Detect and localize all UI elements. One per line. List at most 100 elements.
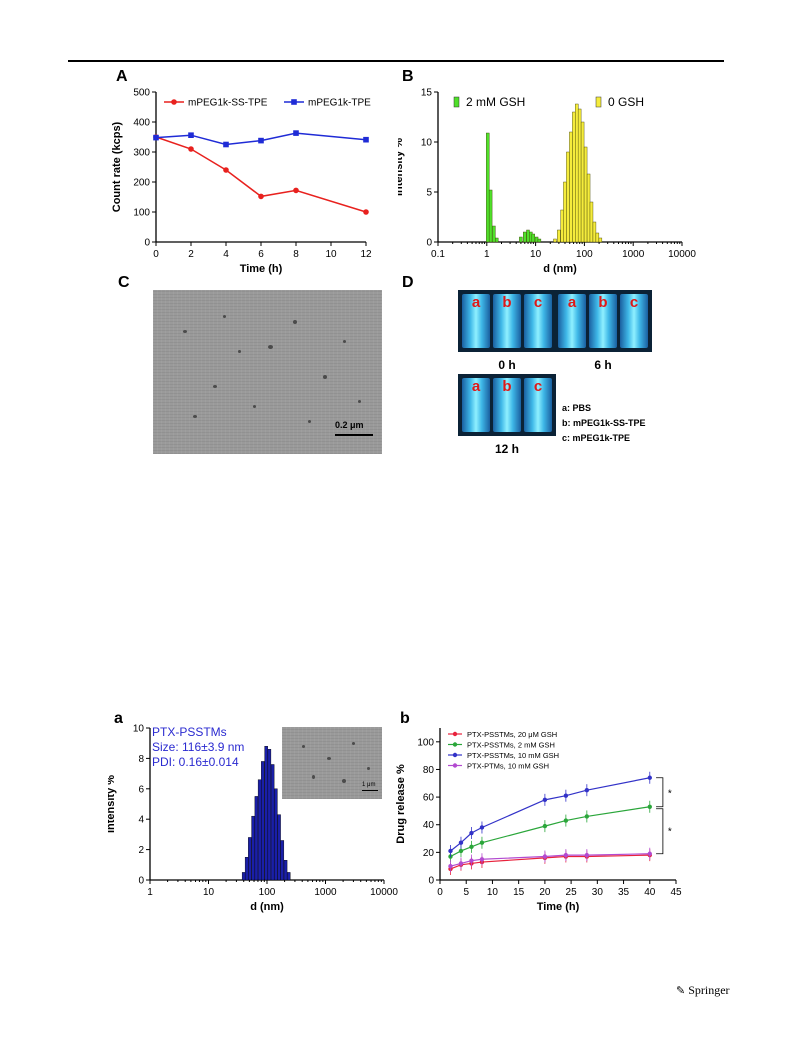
histogram-bar (575, 103, 579, 243)
histogram-bar (592, 221, 597, 243)
histogram-bar (251, 815, 255, 881)
y-axis-label: Count rate (kcps) (111, 121, 123, 212)
data-point (188, 132, 194, 138)
inset-text-2: Size: 116±3.9 nm (152, 740, 245, 754)
histogram-bar (537, 238, 542, 243)
y-tick-label: 200 (133, 178, 150, 189)
panel-label-A: A (116, 68, 128, 85)
data-point (647, 775, 652, 780)
vial-label-c: c (533, 378, 543, 395)
x-tick-label: 1 (147, 887, 153, 898)
vial-label-c: c (533, 294, 543, 311)
vial-label-b: b (502, 294, 512, 311)
histogram-bar (241, 872, 246, 881)
data-point (469, 830, 474, 836)
histogram-bar (586, 173, 591, 243)
legend-swatch (453, 96, 460, 108)
histogram-bar (580, 121, 585, 243)
scale-bar-small-label: 1 μm (362, 782, 376, 788)
x-axis-label: Time (h) (240, 263, 283, 275)
significance-bracket (656, 808, 664, 855)
x-tick-label: 10 (530, 249, 542, 260)
y-tick-label: 300 (133, 148, 150, 159)
data-point (542, 797, 548, 803)
time-label-0h: 0 h (498, 358, 516, 372)
legend-label: 0 GSH (608, 95, 644, 109)
histogram-bar (264, 746, 268, 881)
scale-bar (335, 434, 373, 436)
histogram-bar (531, 233, 536, 243)
significance-star: * (668, 826, 672, 837)
y-axis-label: Intensity % (108, 775, 117, 833)
series-line (450, 806, 650, 858)
histogram-bar (569, 131, 573, 243)
y-tick-label: 100 (417, 737, 434, 748)
significance-bracket (656, 777, 664, 808)
histogram-bar (257, 779, 262, 881)
y-tick-label: 0 (144, 238, 150, 249)
data-point (647, 804, 652, 809)
vial-group-0h: a b c (458, 290, 556, 352)
x-tick-label: 4 (223, 249, 229, 260)
histogram-bar (523, 231, 527, 243)
histogram-bar (261, 761, 265, 881)
data-point (563, 852, 569, 858)
y-tick-label: 10 (133, 724, 145, 735)
data-point (363, 209, 369, 215)
data-point (469, 858, 474, 863)
histogram-bar (287, 872, 291, 881)
x-tick-label: 100 (259, 887, 276, 898)
y-tick-label: 10 (421, 138, 433, 149)
y-tick-label: 400 (133, 118, 150, 129)
data-point (153, 134, 159, 141)
data-point (563, 793, 569, 798)
legend-label: mPEG1k-TPE (308, 98, 371, 109)
significance-star: * (668, 788, 672, 799)
time-label-12h: 12 h (494, 442, 519, 456)
chart-B: 0 5 10 15 0.1 1 10 100 1000 10000 d (nm) Intensity … (398, 88, 696, 276)
histogram-bar (560, 209, 564, 243)
x-tick-label: 10000 (668, 249, 696, 260)
histogram-bar (583, 146, 588, 243)
histogram-bar (267, 749, 272, 881)
y-tick-label: 100 (133, 208, 150, 219)
tem-inset: 1 μm (282, 727, 382, 799)
histogram-bar (248, 837, 252, 881)
histogram-bar (589, 201, 594, 243)
y-tick-label: 500 (133, 88, 150, 99)
legend-marker (171, 99, 177, 105)
x-tick-label: 1000 (622, 249, 645, 260)
data-point (479, 840, 485, 845)
histogram-bar (553, 238, 557, 243)
legend-marker (452, 731, 458, 737)
x-tick-label: 25 (566, 887, 578, 898)
data-point (258, 137, 264, 144)
histogram-bar (486, 132, 490, 243)
x-tick-label: 8 (293, 249, 299, 260)
data-point (563, 818, 569, 823)
chart-b: 0 20 40 60 80 100 0 5 10 15 20 25 30 35 40 45 Time (h) Dr… (396, 728, 682, 913)
vial-label-b: b (502, 378, 512, 395)
vial-label-a: a (567, 294, 577, 311)
panel-label-b: b (400, 710, 410, 727)
series-line (155, 136, 367, 213)
histogram-bar (526, 229, 530, 243)
x-tick-label: 30 (592, 887, 604, 898)
histogram-bar (280, 840, 285, 881)
panel-label-D: D (402, 274, 414, 291)
histogram-bar (557, 229, 561, 243)
histogram-bar (495, 237, 499, 243)
histogram-bar (244, 856, 249, 881)
panel-label-B: B (402, 68, 414, 85)
data-point (458, 848, 464, 854)
x-tick-label: 1 (484, 249, 490, 260)
data-point (479, 857, 485, 862)
vial-label-a: a (471, 294, 481, 311)
histogram-bar (283, 860, 288, 881)
inset-text-1: PTX-PSSTMs (152, 725, 227, 739)
legend-label: 2 mM GSH (466, 95, 525, 109)
y-tick-label: 15 (421, 88, 433, 99)
histogram-bar (566, 151, 570, 243)
legend-marker (452, 752, 458, 758)
histogram-bar (534, 236, 539, 243)
